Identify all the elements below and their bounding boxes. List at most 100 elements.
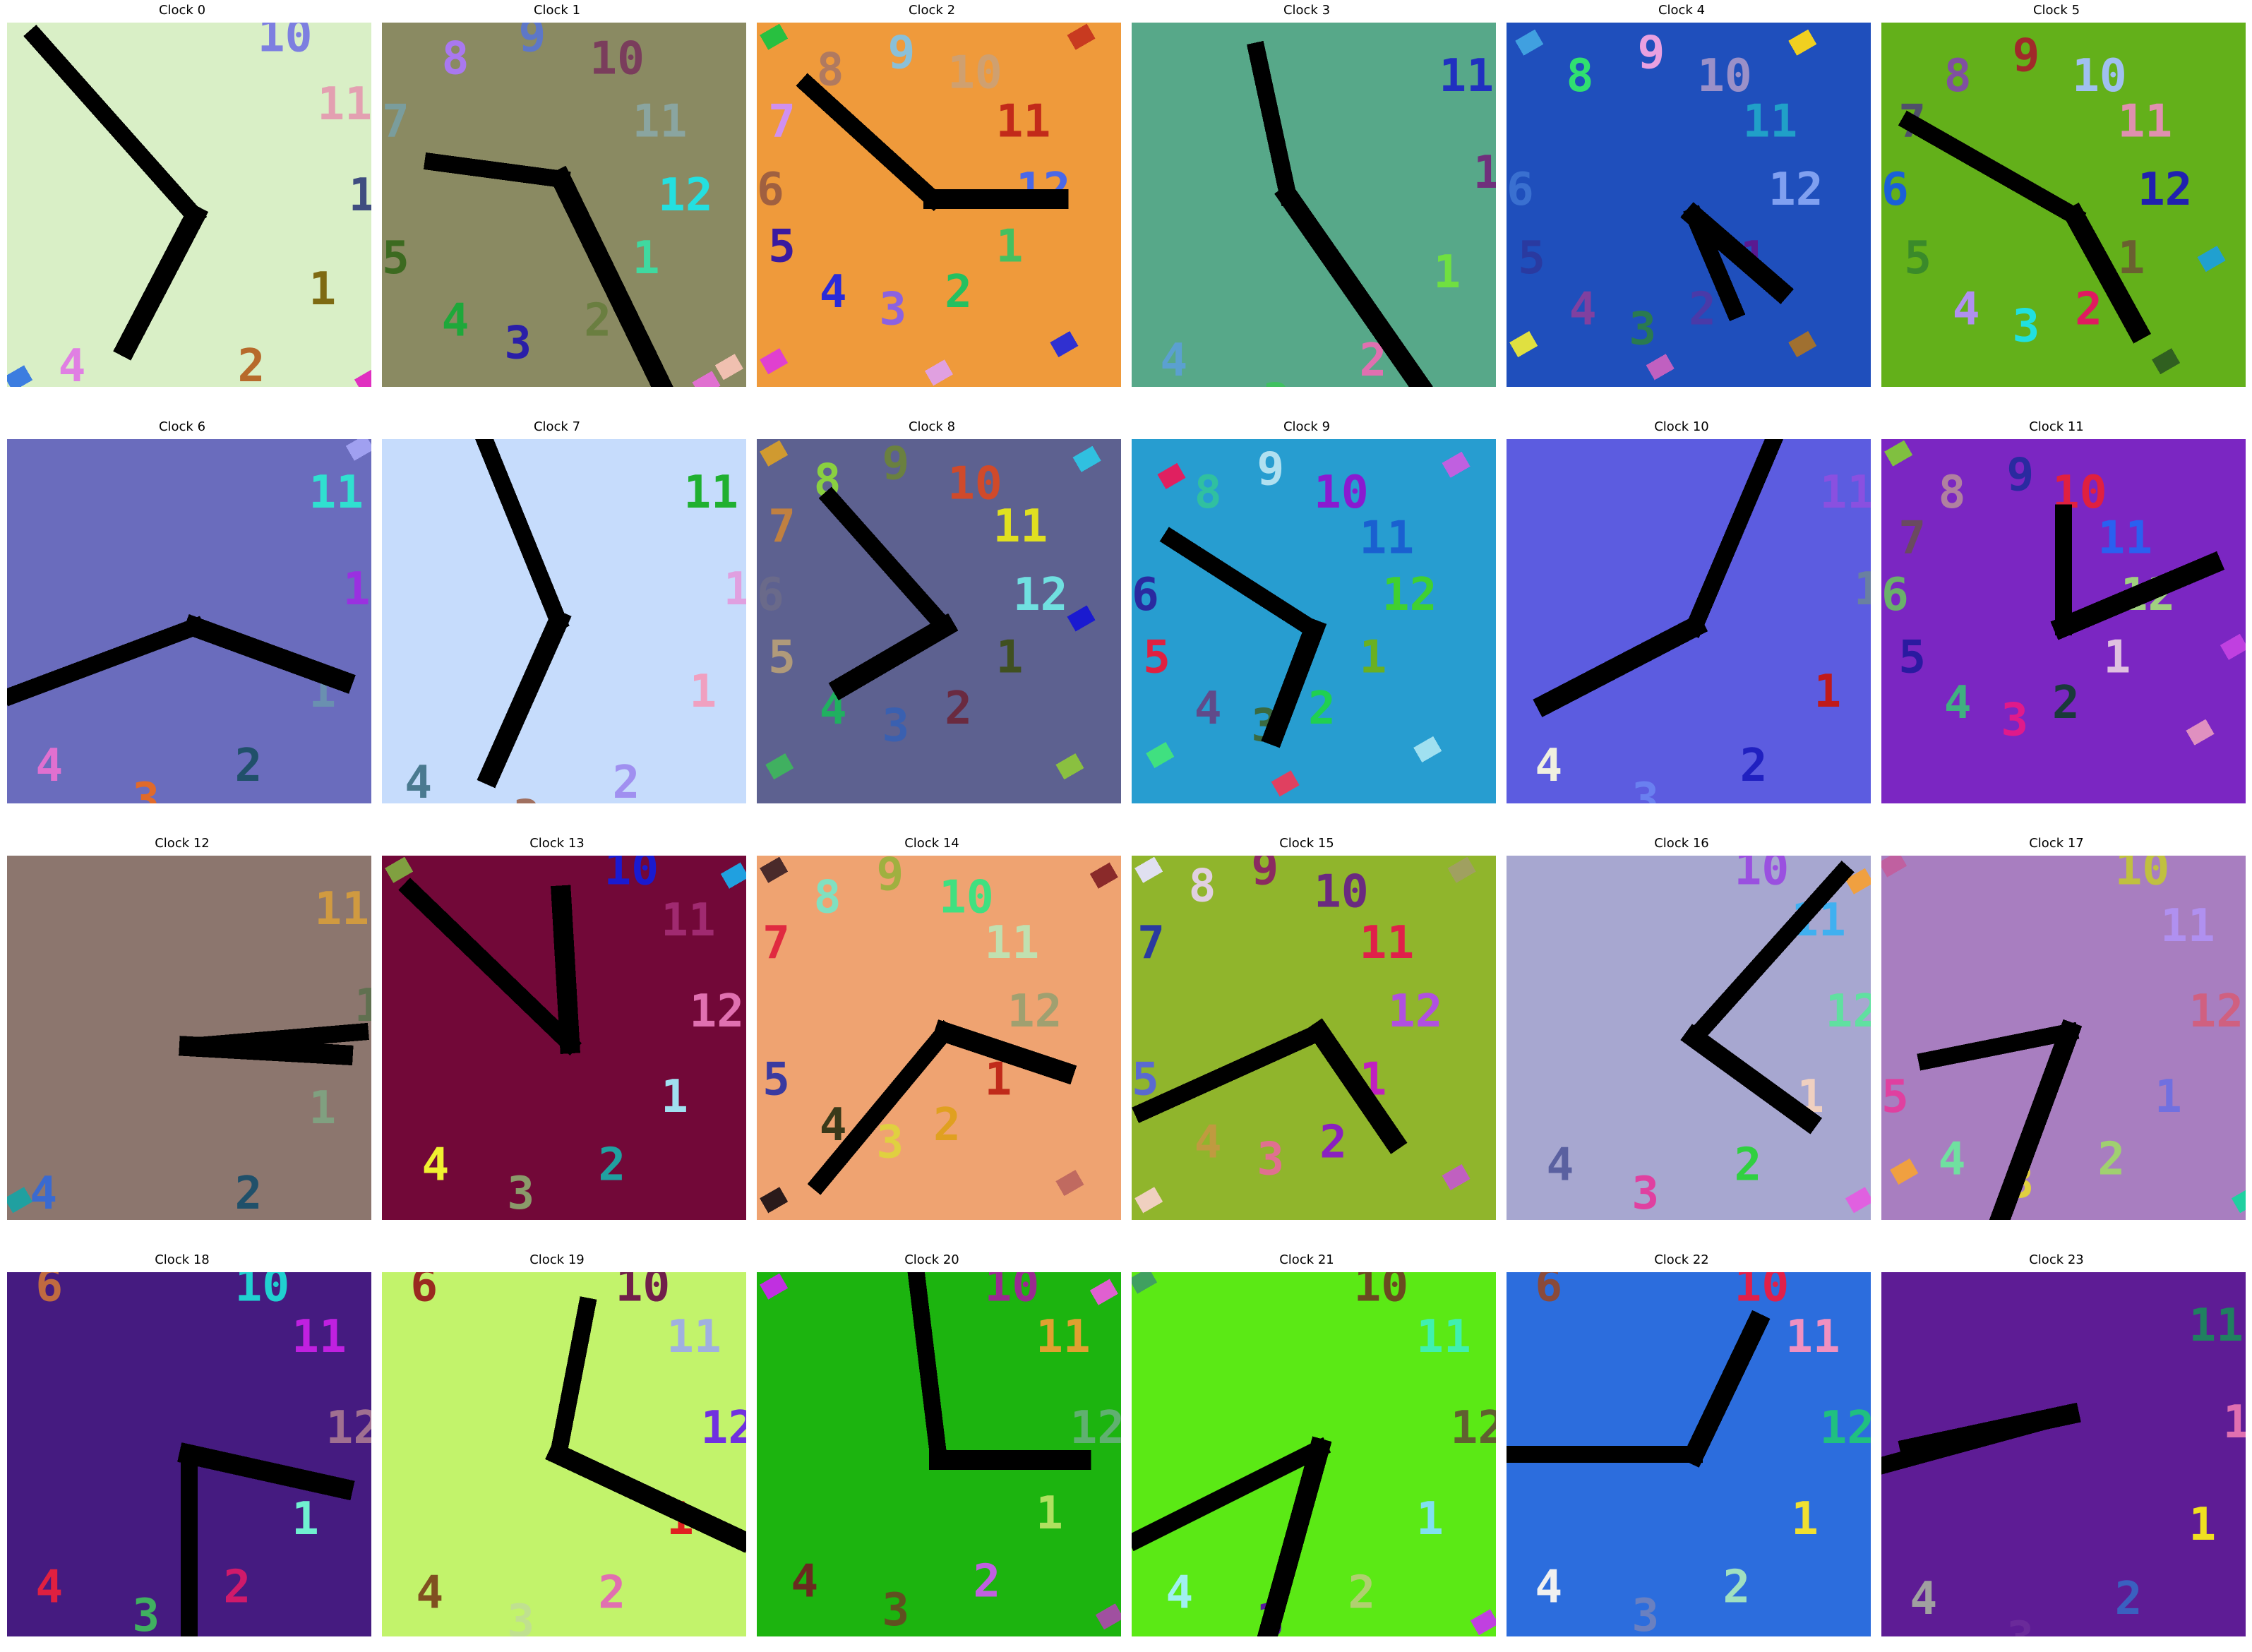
clock-numeral: 10 [604, 856, 659, 895]
clock-hand [1681, 1310, 1771, 1468]
clock-numeral: 11 [661, 894, 716, 947]
clock-numeral: 9 [2006, 449, 2034, 502]
clock-numeral: 4 [30, 1167, 57, 1220]
clock-background [1507, 23, 1871, 387]
clock-numeral: 4 [820, 265, 847, 318]
clock-hand [796, 73, 946, 212]
clock-numeral: 12 [1854, 563, 1871, 616]
tick-mark [924, 359, 954, 386]
clock-numeral: 8 [442, 32, 469, 85]
clock-numeral: 7 [1137, 916, 1165, 969]
clock-numeral: 1 [633, 232, 660, 285]
clock-numeral: 1 [1360, 631, 1387, 684]
clock-numeral: 3 [507, 1167, 534, 1220]
clock-hand [1917, 1022, 2080, 1071]
clock-panel: Clock 1710111212345 [1874, 833, 2250, 1235]
tick-mark [1890, 1158, 1919, 1185]
clock-numeral: 10 [1353, 1272, 1408, 1312]
clock-hand [548, 1296, 597, 1465]
clock-title: Clock 16 [1654, 836, 1709, 851]
clock-numeral: 4 [1939, 1133, 1966, 1186]
clock-numeral: 2 [945, 682, 972, 735]
clock-numeral: 1 [2155, 1070, 2182, 1123]
clock-numeral: 9 [876, 856, 904, 901]
clock-numeral: 8 [1189, 860, 1216, 913]
clock-numeral: 11 [2118, 95, 2173, 148]
clock-numeral: 11 [1360, 916, 1415, 969]
tick-mark [760, 440, 789, 467]
clock-numeral: 9 [1251, 856, 1278, 895]
clock-hand [1989, 1019, 2083, 1220]
clock-numeral: 12 [1388, 985, 1443, 1038]
clock-numeral: 11 [683, 466, 738, 519]
clock-numeral: 5 [1898, 631, 1926, 684]
clock-panel: Clock 1910111212346 [375, 1250, 750, 1652]
clock-numeral: 6 [35, 1272, 63, 1312]
tick-mark [1132, 1272, 1158, 1294]
clock-numeral: 12 [1473, 146, 1496, 199]
clock-title: Clock 19 [529, 1252, 585, 1267]
clock-numeral: 1 [2188, 1498, 2216, 1551]
clock-numeral: 10 [1735, 1272, 1790, 1312]
clock-numeral: 3 [504, 317, 532, 370]
clock-numeral: 11 [666, 1310, 721, 1363]
clock-face: 8 9 10 11 12 1 2 3 4 5 7 [757, 856, 1121, 1220]
clock-hand [113, 203, 209, 361]
tick-mark [385, 856, 414, 883]
clock-numeral: 1 [996, 631, 1024, 684]
clock-numeral: 1 [2103, 631, 2131, 684]
clock-numeral: 1 [1791, 1492, 1819, 1545]
tick-mark [1788, 330, 1817, 358]
clock-numeral: 11 [985, 916, 1040, 969]
clock-panel: Clock 1 8 9 10 11 12 1 2 3 4 5 7 [375, 0, 750, 402]
clock-hand [1159, 527, 1326, 642]
clock-panel: Clock 5891011121234567 [1874, 0, 2250, 402]
tick-mark [1845, 868, 1871, 894]
clock-numeral: 11 [1416, 1310, 1471, 1363]
clock-numeral: 2 [2075, 282, 2102, 335]
tick-mark [714, 354, 743, 381]
clock-numeral: 6 [1535, 1272, 1562, 1312]
tick-mark [760, 23, 789, 50]
clock-numeral: 12 [1451, 1401, 1497, 1454]
clock-panel: Clock 20 10 11 12 1 2 3 4 [750, 1250, 1125, 1652]
clock-numeral: 3 [2006, 1612, 2034, 1636]
clock-numeral: 3 [882, 699, 909, 752]
clock-numeral: 1 [309, 1082, 336, 1135]
clock-title: Clock 11 [2029, 419, 2084, 434]
clock-numeral: 4 [416, 1567, 443, 1620]
clock-face: 8 9 10 11 12 1 2 3 4 5 7 [382, 23, 746, 387]
tick-mark [1470, 1609, 1496, 1636]
tick-mark [1134, 856, 1163, 883]
clock-numeral: 4 [1910, 1572, 1937, 1625]
clock-numeral: 11 [996, 95, 1051, 148]
clock-numeral: 12 [354, 979, 371, 1032]
tick-mark [765, 753, 794, 780]
tick-mark [2220, 633, 2246, 660]
clock-numeral: 4 [405, 756, 432, 803]
clock-panel: Clock 121112124 [0, 833, 376, 1235]
tick-mark [1442, 1163, 1471, 1191]
clock-hand [1274, 182, 1433, 387]
clock-numeral: 12 [349, 169, 371, 222]
clock-numeral: 10 [939, 871, 994, 924]
clock-face: 8 9 10 11 12 1 2 3 4 5 7 [1132, 856, 1496, 1220]
clock-numeral: 4 [1944, 676, 1972, 729]
clock-hand [1261, 616, 1327, 748]
clock-hand [1682, 861, 1855, 1051]
clock-panel: Clock 11891011121234567 [1874, 417, 2250, 819]
tick-mark [760, 1273, 789, 1300]
clock-numeral: 4 [791, 1555, 818, 1608]
